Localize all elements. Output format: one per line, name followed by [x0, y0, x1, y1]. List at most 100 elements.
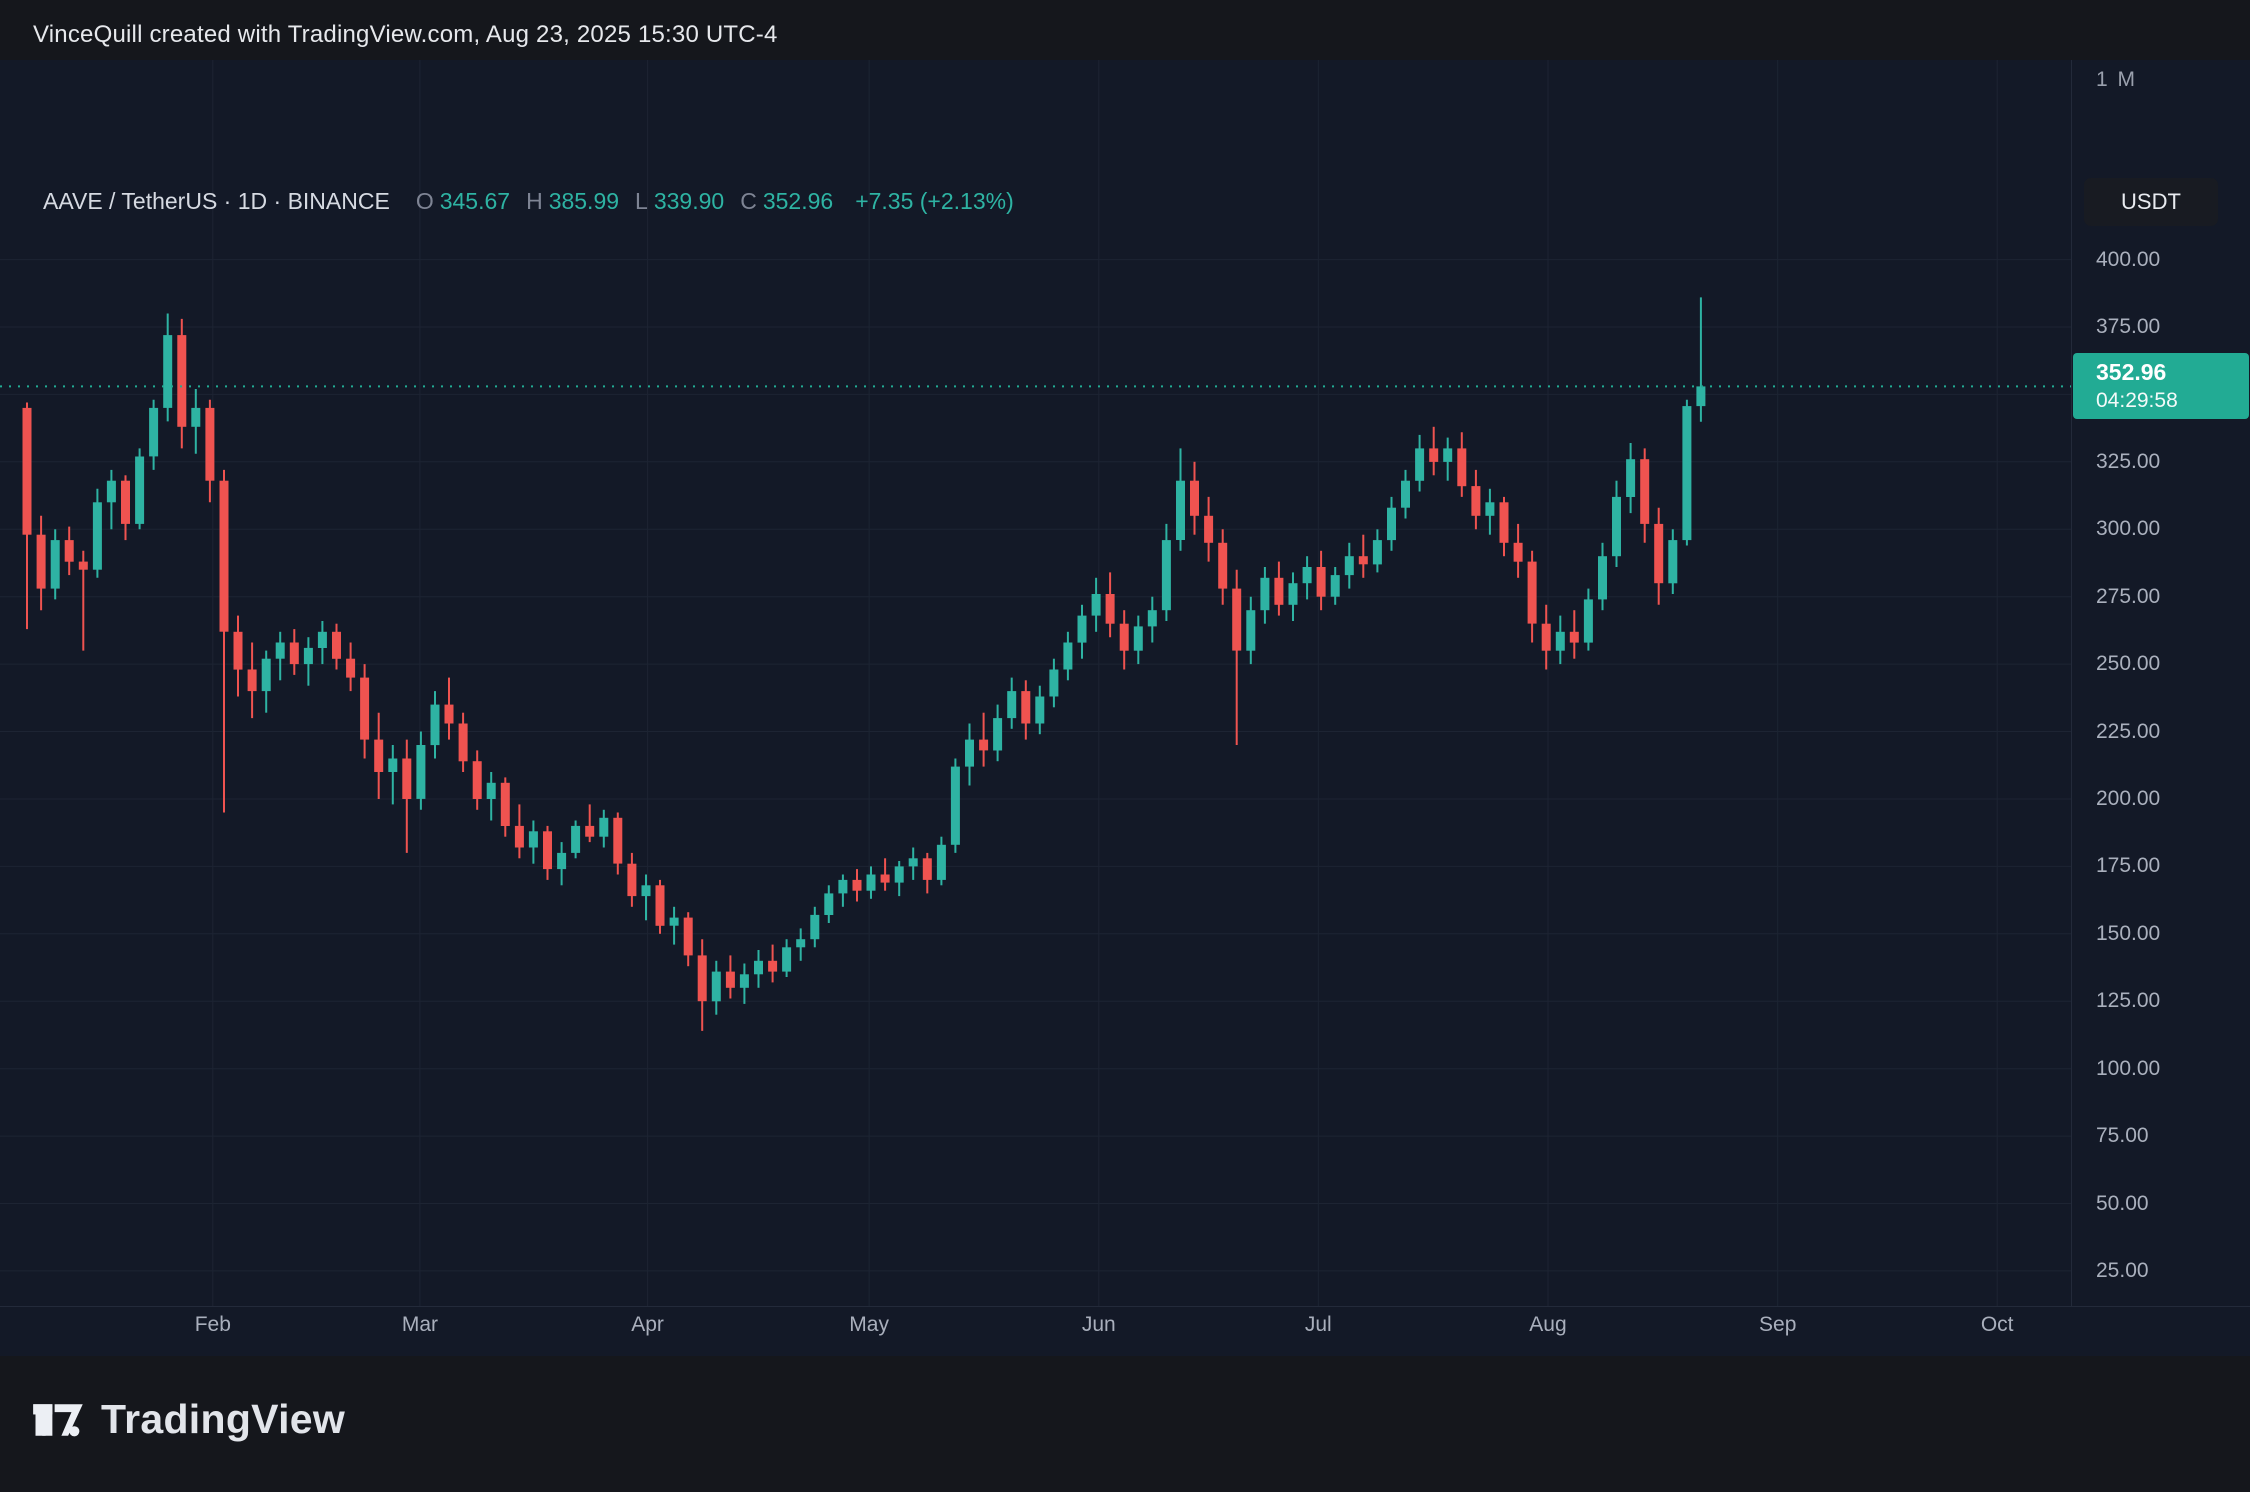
candle-body	[993, 718, 1003, 751]
candle-body	[768, 960, 778, 972]
price-tick-label: 250.00	[2096, 652, 2161, 676]
candle-body	[697, 955, 707, 1002]
candle-body	[557, 852, 567, 870]
attribution-text: VinceQuill created with TradingView.com,…	[33, 21, 778, 48]
candle-body	[1021, 691, 1031, 724]
candle-body	[1583, 599, 1593, 643]
time-tick-label: May	[849, 1313, 889, 1336]
candle-body	[64, 540, 74, 562]
candle-body	[303, 647, 313, 665]
candle-body	[866, 874, 876, 891]
candle-body	[1415, 448, 1425, 481]
candle-body	[880, 874, 890, 883]
time-tick-label: Mar	[401, 1313, 439, 1336]
candle-body	[261, 658, 271, 692]
candle-body	[332, 631, 341, 659]
time-tick-label: Feb	[194, 1313, 231, 1336]
price-tick-label: 375.00	[2096, 315, 2161, 338]
time-tick-label: Jun	[1081, 1313, 1116, 1336]
candle-body	[1133, 626, 1143, 651]
candle-body	[1372, 540, 1382, 565]
candle-body	[346, 658, 356, 678]
last-price-value: 352.96	[2096, 359, 2167, 386]
candle-body	[219, 480, 229, 632]
candle-body	[922, 858, 932, 880]
candle-body	[22, 407, 32, 535]
candle-body	[1218, 542, 1228, 589]
tradingview-logo-icon	[33, 1403, 83, 1436]
candle-body	[1457, 448, 1467, 487]
candle-body	[936, 844, 946, 880]
candle-body	[247, 669, 257, 692]
candle-body	[1485, 502, 1495, 516]
tradingview-logo[interactable]: TradingView	[31, 1396, 345, 1443]
candle-body	[1387, 507, 1396, 541]
candle-body	[149, 407, 159, 457]
price-tick-label: 50.00	[2096, 1191, 2149, 1215]
candle-body	[796, 939, 806, 948]
price-tick-label: 200.00	[2096, 786, 2161, 810]
candle-body	[275, 642, 285, 659]
time-tick-label: Aug	[1529, 1313, 1567, 1336]
candle-body	[1077, 615, 1087, 643]
candle-body	[1176, 480, 1185, 540]
ohlc-readout: O 345.67 H 385.99 L 339.90 C 352.96 +7.35 (+2.13…	[416, 188, 1020, 214]
candle-body	[1091, 594, 1101, 616]
candle-body	[1429, 448, 1439, 462]
symbol-header: AAVE / TetherUS · 1D · BINANCE O 345.67 H 38…	[43, 188, 1020, 215]
price-tick-label: 125.00	[2096, 989, 2161, 1013]
candle-body	[289, 642, 299, 665]
chart-panel[interactable]: AAVE / TetherUS · 1D · BINANCE O 345.67 H 38…	[0, 60, 2071, 1306]
candle-body	[655, 885, 665, 926]
candle-body	[1682, 406, 1692, 541]
symbol-title[interactable]: AAVE / TetherUS · 1D · BINANCE	[43, 188, 390, 214]
price-tick-label: 275.00	[2096, 584, 2161, 608]
low-value: 339.90	[653, 188, 725, 214]
price-axis[interactable]: 1 M USDT 400.00 375.00 325.00 300.00 275.00 2…	[2071, 60, 2250, 1306]
candle-body	[1527, 561, 1537, 624]
time-tick-label: Oct	[1980, 1313, 2014, 1336]
time-axis[interactable]: Feb Mar Apr May Jun Jul Aug Sep Oct	[0, 1306, 2250, 1356]
candle-body	[1063, 642, 1073, 670]
candle-body	[1288, 583, 1298, 605]
candle-body	[317, 631, 327, 648]
candle-body	[852, 879, 862, 891]
candle-body	[1161, 540, 1171, 611]
price-tick-label: 400.00	[2096, 247, 2161, 271]
candle-body	[1499, 502, 1509, 543]
open-label: O	[415, 188, 434, 214]
price-tick-label: 325.00	[2096, 449, 2161, 473]
candlestick-chart[interactable]	[0, 60, 2071, 1306]
range-label: 1 M	[2096, 68, 2138, 91]
candle-body	[92, 502, 102, 570]
candle-body	[1007, 691, 1017, 719]
candle-body	[458, 723, 468, 762]
candle-body	[444, 704, 454, 724]
candle-body	[1696, 386, 1706, 407]
candle-body	[965, 739, 974, 767]
high-label: H	[526, 188, 543, 214]
currency-button[interactable]: USDT	[2084, 178, 2218, 226]
candle-body	[1246, 610, 1256, 651]
candle-body	[1035, 696, 1045, 724]
candle-body	[810, 914, 820, 940]
footer: TradingView	[0, 1356, 2250, 1492]
candle-body	[1204, 515, 1214, 543]
candle-body	[402, 758, 412, 799]
candle-body	[36, 534, 46, 589]
candle-body	[1598, 556, 1607, 600]
last-price-badge: 352.96 04:29:58	[2073, 353, 2249, 420]
candle-body	[1612, 496, 1621, 557]
candle-body	[388, 758, 398, 772]
candle-body	[1302, 567, 1312, 584]
candle-body	[514, 825, 524, 848]
price-tick-label: 300.00	[2096, 517, 2161, 541]
candle-body	[824, 893, 834, 915]
candle-body	[908, 858, 918, 867]
candle-body	[1049, 669, 1059, 697]
candle-body	[106, 480, 116, 503]
candle-body	[1147, 610, 1157, 627]
candle-body	[585, 825, 595, 837]
close-value: 352.96	[762, 188, 834, 214]
candle-body	[1471, 486, 1481, 516]
